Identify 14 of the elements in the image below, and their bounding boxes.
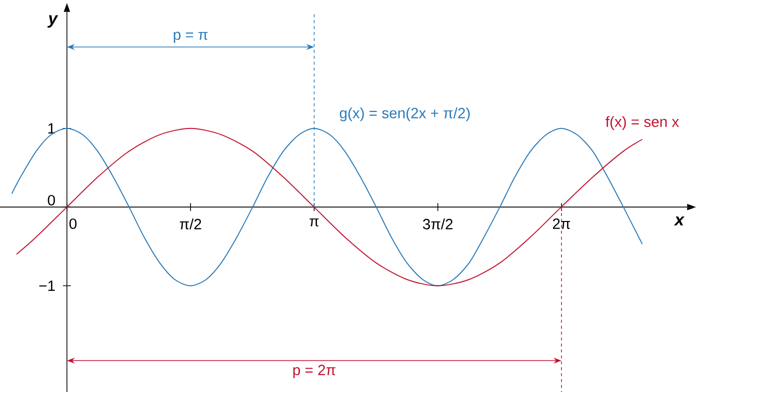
annotation: p = 2π bbox=[293, 364, 336, 378]
x-tick-label: π/2 bbox=[180, 218, 202, 230]
series-label: f(x) = sen x bbox=[606, 116, 679, 130]
x-tick-label: 2π bbox=[552, 218, 570, 229]
y-tick-label: −1 bbox=[39, 280, 55, 291]
x-tick-label: 0 bbox=[69, 218, 77, 229]
y-axis-title: y bbox=[47, 15, 58, 28]
x-tick-label: 3π/2 bbox=[422, 218, 453, 230]
x-tick-label: π bbox=[310, 218, 319, 226]
y-tick-label: 1 bbox=[48, 123, 55, 134]
x-axis-title: x bbox=[674, 216, 685, 226]
y-tick-label: 0 bbox=[48, 194, 55, 206]
annotation: p = π bbox=[174, 32, 208, 43]
series-label: g(x) = sen(2x + π/2) bbox=[340, 107, 470, 122]
